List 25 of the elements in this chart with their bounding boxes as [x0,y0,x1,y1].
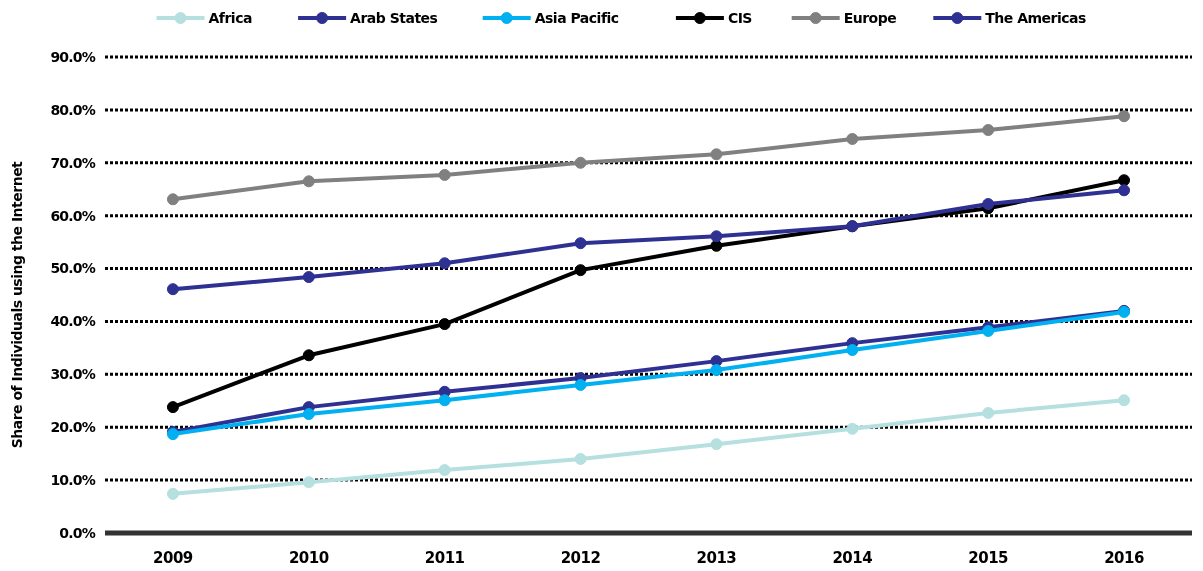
y-tick-label: 10.0% [50,472,96,489]
x-tick-label: 2012 [560,549,601,567]
y-tick-label: 0.0% [59,524,96,541]
legend-label: The Americas [985,9,1087,26]
x-tick-label: 2016 [1104,549,1144,567]
y-tick-label: 80.0% [50,101,96,118]
legend-label: Europe [843,9,897,26]
x-tick-label: 2015 [968,549,1009,567]
x-tick-label: 2010 [288,549,329,567]
x-tick-label: 2009 [153,549,193,567]
y-axis-title: Share of Individuals using the Internet [9,160,25,449]
y-tick-label: 60.0% [50,207,96,224]
y-tick-label: 40.0% [50,313,96,330]
legend-label: CIS [727,9,753,26]
y-tick-label: 30.0% [50,366,96,383]
y-tick-label: 90.0% [50,48,96,65]
y-tick-label: 50.0% [50,260,96,277]
x-tick-label: 2013 [696,549,737,567]
x-tick-label: 2011 [424,549,465,567]
legend-label: Asia Pacific [534,9,619,26]
y-tick-label: 70.0% [50,154,96,171]
legend-label: Africa [208,9,252,26]
y-tick-label: 20.0% [50,419,96,436]
legend-label: Arab States [350,9,438,26]
x-tick-label: 2014 [832,549,873,567]
